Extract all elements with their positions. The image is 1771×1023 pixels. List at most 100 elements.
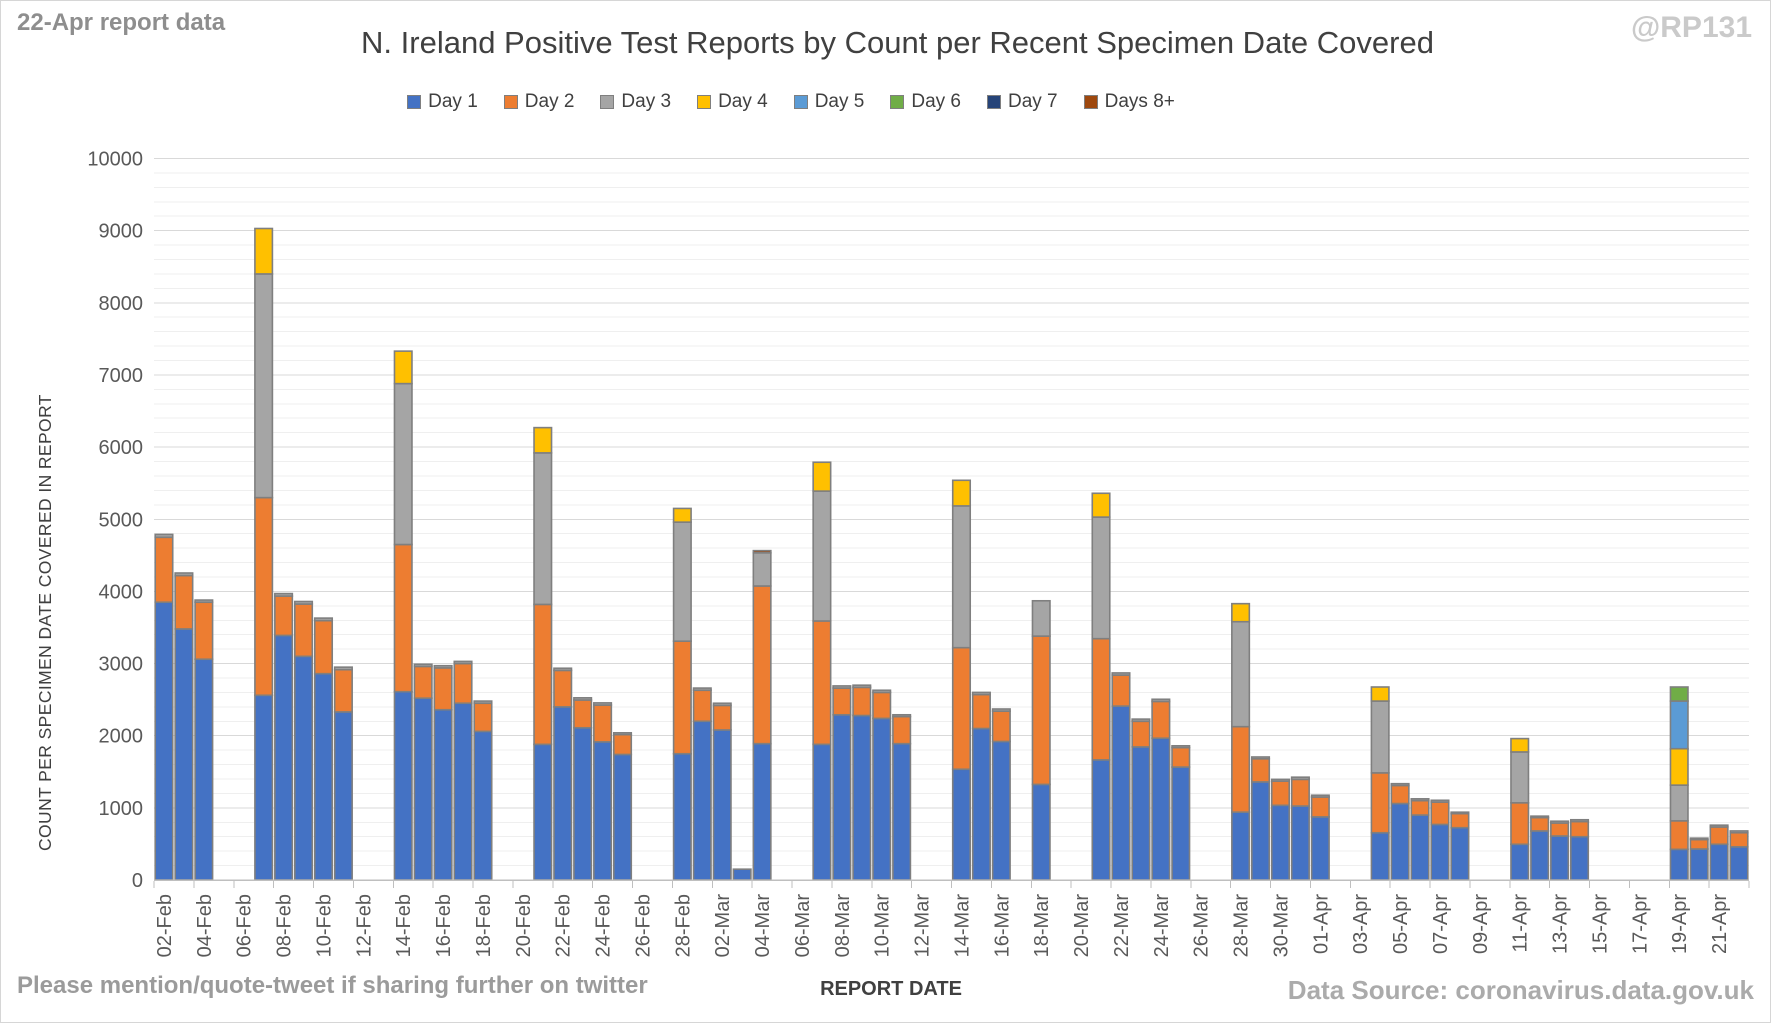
y-tick-label: 2000 — [99, 726, 144, 748]
bar-segment — [1290, 778, 1310, 807]
legend-item: Day 4 — [697, 91, 768, 113]
bar-segment — [593, 702, 613, 706]
bar-segment — [1390, 802, 1410, 881]
footer-share-note: Please mention/quote-tweet if sharing fu… — [17, 972, 648, 999]
chart-title: N. Ireland Positive Test Reports by Coun… — [361, 25, 1434, 60]
x-tick-label: 07-Apr — [1430, 894, 1452, 954]
bar-segment — [892, 715, 912, 745]
bar-segment — [1270, 778, 1291, 782]
bar-segment — [254, 694, 274, 881]
bar-segment — [1270, 804, 1291, 881]
bar-segment — [1669, 784, 1689, 822]
legend-label: Day 7 — [1007, 91, 1058, 112]
legend-swatch-icon — [407, 95, 422, 109]
x-tick-label: 02-Mar — [712, 894, 734, 958]
bar-segment — [892, 742, 912, 881]
y-tick-label: 6000 — [99, 437, 144, 459]
x-tick-label: 30-Mar — [1271, 894, 1293, 958]
bar-segment — [752, 742, 772, 881]
bar-segment — [194, 658, 214, 881]
bar-segment — [1231, 620, 1251, 728]
bar-segment — [732, 868, 752, 881]
y-tick-label: 4000 — [99, 581, 144, 603]
bar-segment — [1689, 838, 1709, 850]
legend-swatch-icon — [890, 95, 905, 109]
bar-segment — [1290, 805, 1310, 881]
x-tick-label: 14-Feb — [393, 894, 415, 957]
x-tick-label: 24-Feb — [593, 894, 615, 957]
bar-segment — [413, 663, 433, 668]
x-tick-label: 11-Apr — [1510, 894, 1532, 953]
bar-segment — [971, 691, 991, 696]
legend-label: Days 8+ — [1104, 91, 1175, 112]
x-tick-label: 19-Apr — [1669, 894, 1691, 954]
legend-item: Day 5 — [793, 91, 864, 113]
bar-segment — [433, 708, 453, 881]
bar-segment — [1709, 826, 1729, 846]
x-tick-label: 17-Apr — [1629, 894, 1651, 954]
bar-segment — [692, 689, 712, 723]
bar-segment — [832, 687, 852, 716]
bar-segment — [872, 717, 892, 881]
bar-segment — [1231, 725, 1251, 813]
x-tick-label: 22-Feb — [553, 894, 575, 957]
bar-segment — [1530, 816, 1550, 832]
bar-segment — [393, 543, 413, 693]
legend-item: Days 8+ — [1083, 91, 1175, 113]
bar-segment — [1450, 812, 1470, 829]
bar-segment — [1151, 737, 1171, 881]
x-tick-label: 22-Mar — [1111, 894, 1133, 958]
x-tick-label: 04-Feb — [194, 894, 216, 957]
bar-segment — [1250, 781, 1271, 881]
bar-segment — [1031, 599, 1051, 637]
x-tick-label: 08-Mar — [832, 894, 854, 958]
bar-segment — [453, 660, 473, 665]
bar-segment — [1111, 674, 1131, 707]
bar-segment — [832, 713, 852, 881]
bar-segment — [1550, 822, 1570, 837]
bar-segment — [991, 740, 1011, 881]
bar-segment — [852, 686, 872, 717]
bar-segment — [453, 662, 473, 705]
bar-segment — [971, 693, 991, 730]
bar-segment — [672, 521, 692, 642]
x-tick-label: 06-Mar — [792, 894, 814, 958]
bar-segment — [1550, 820, 1570, 824]
bar-segment — [1410, 814, 1430, 881]
bar-segment — [1370, 772, 1390, 834]
bar-segment — [1091, 759, 1111, 881]
legend-swatch-icon — [697, 95, 712, 109]
bar-segment — [533, 743, 553, 881]
bar-segment — [393, 382, 413, 546]
x-tick-label: 10-Feb — [314, 894, 336, 957]
bar-segment — [1131, 720, 1151, 748]
bar-segment — [1510, 801, 1530, 846]
bar-segment — [174, 628, 194, 881]
bar-segment — [951, 768, 972, 881]
bar-segment — [473, 730, 493, 881]
bar-segment — [274, 634, 294, 881]
y-tick-label: 5000 — [99, 509, 144, 531]
bar-segment — [852, 714, 872, 881]
x-tick-label: 21-Apr — [1709, 894, 1731, 954]
bar-segment — [1370, 831, 1390, 881]
bar-segment — [254, 227, 274, 275]
bar-segment — [413, 697, 433, 881]
bar-segment — [812, 620, 832, 746]
bar-segment — [812, 743, 832, 881]
x-tick-label: 08-Feb — [274, 894, 296, 957]
bar-segment — [174, 574, 194, 630]
bar-segment — [293, 655, 314, 881]
bar-segment — [752, 551, 772, 587]
legend-swatch-icon — [793, 95, 808, 109]
bar-segment — [1729, 846, 1749, 881]
bar-segment — [1131, 718, 1151, 723]
y-axis-title: COUNT PER SPECIMEN DATE COVERED IN REPOR… — [35, 394, 55, 851]
y-tick-label: 3000 — [99, 654, 144, 676]
x-tick-label: 03-Apr — [1350, 894, 1372, 954]
bar-segment — [852, 684, 872, 689]
bar-segment — [573, 697, 593, 701]
y-tick-label: 7000 — [99, 365, 144, 387]
bar-segment — [991, 708, 1011, 712]
